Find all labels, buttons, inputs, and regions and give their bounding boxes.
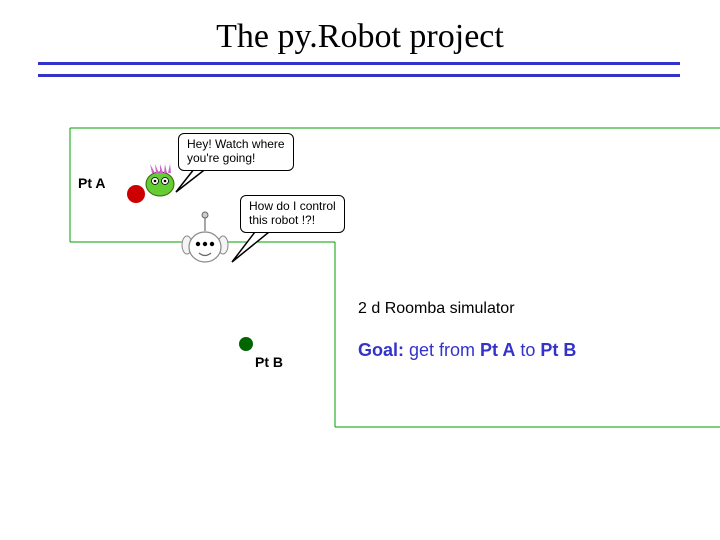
goal-b: Pt B [540,340,576,360]
pt-a-label: Pt A [78,175,105,191]
pt-b-label: Pt B [255,354,283,370]
slide-root: The py.Robot project Hey! Watch where yo… [0,0,720,540]
goal-text: Goal: get from Pt A to Pt B [358,340,576,361]
bubble1-line1: Hey! Watch where [187,137,285,151]
speech-bubble-2: How do I control this robot !?! [240,195,345,233]
bubble2-line2: this robot !?! [249,213,315,227]
bubble2-line1: How do I control [249,199,336,213]
goal-prefix: Goal: [358,340,404,360]
goal-mid2: to [515,340,540,360]
bubble1-line2: you're going! [187,151,255,165]
simulator-label: 2 d Roomba simulator [358,300,515,318]
robot-character-icon [0,0,720,540]
goal-mid1: get from [404,340,480,360]
speech-bubble-1: Hey! Watch where you're going! [178,133,294,171]
goal-a: Pt A [480,340,515,360]
